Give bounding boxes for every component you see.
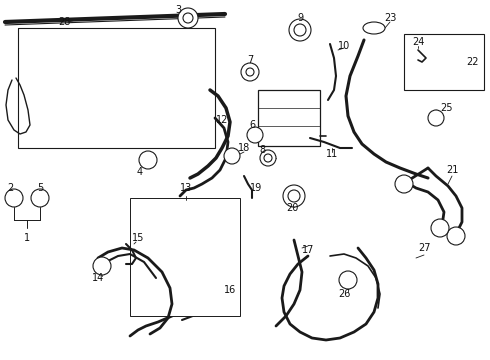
Circle shape <box>288 190 300 202</box>
Circle shape <box>139 151 157 169</box>
Text: 22: 22 <box>466 57 478 67</box>
Circle shape <box>428 110 444 126</box>
Circle shape <box>224 148 240 164</box>
Text: 13: 13 <box>180 183 192 193</box>
Circle shape <box>283 185 305 207</box>
Circle shape <box>447 227 465 245</box>
Bar <box>130 198 240 316</box>
Bar <box>18 28 215 148</box>
Circle shape <box>294 24 306 36</box>
Circle shape <box>289 19 311 41</box>
Text: 5: 5 <box>37 183 43 193</box>
Bar <box>18 28 215 148</box>
Text: 8: 8 <box>259 145 265 155</box>
Text: 27: 27 <box>418 243 430 253</box>
Text: 1: 1 <box>24 233 30 243</box>
Circle shape <box>31 189 49 207</box>
Text: 25: 25 <box>440 103 452 113</box>
Text: 2: 2 <box>7 183 13 193</box>
Text: 10: 10 <box>338 41 350 51</box>
Text: 28: 28 <box>58 17 70 27</box>
Text: 15: 15 <box>132 233 144 243</box>
Text: 12: 12 <box>216 115 228 125</box>
Circle shape <box>183 13 193 23</box>
Circle shape <box>260 150 276 166</box>
Circle shape <box>246 68 254 76</box>
Text: 11: 11 <box>326 149 338 159</box>
Text: 17: 17 <box>302 245 314 255</box>
Text: 9: 9 <box>297 13 303 23</box>
Circle shape <box>264 154 272 162</box>
Ellipse shape <box>363 22 385 34</box>
Text: 16: 16 <box>224 285 236 295</box>
Bar <box>258 90 320 146</box>
Text: 26: 26 <box>338 289 350 299</box>
Text: 18: 18 <box>238 143 250 153</box>
Circle shape <box>93 257 111 275</box>
Circle shape <box>247 127 263 143</box>
Text: 21: 21 <box>446 165 458 175</box>
Text: 19: 19 <box>250 183 262 193</box>
Circle shape <box>431 219 449 237</box>
Circle shape <box>5 189 23 207</box>
Text: 6: 6 <box>249 120 255 130</box>
Circle shape <box>241 63 259 81</box>
Text: 20: 20 <box>286 203 298 213</box>
Text: 24: 24 <box>412 37 424 47</box>
Text: 23: 23 <box>384 13 396 23</box>
Text: 3: 3 <box>175 5 181 15</box>
Circle shape <box>178 8 198 28</box>
Text: 4: 4 <box>137 167 143 177</box>
Text: 7: 7 <box>247 55 253 65</box>
Circle shape <box>395 175 413 193</box>
Bar <box>404 34 484 90</box>
Text: 14: 14 <box>92 273 104 283</box>
Circle shape <box>339 271 357 289</box>
